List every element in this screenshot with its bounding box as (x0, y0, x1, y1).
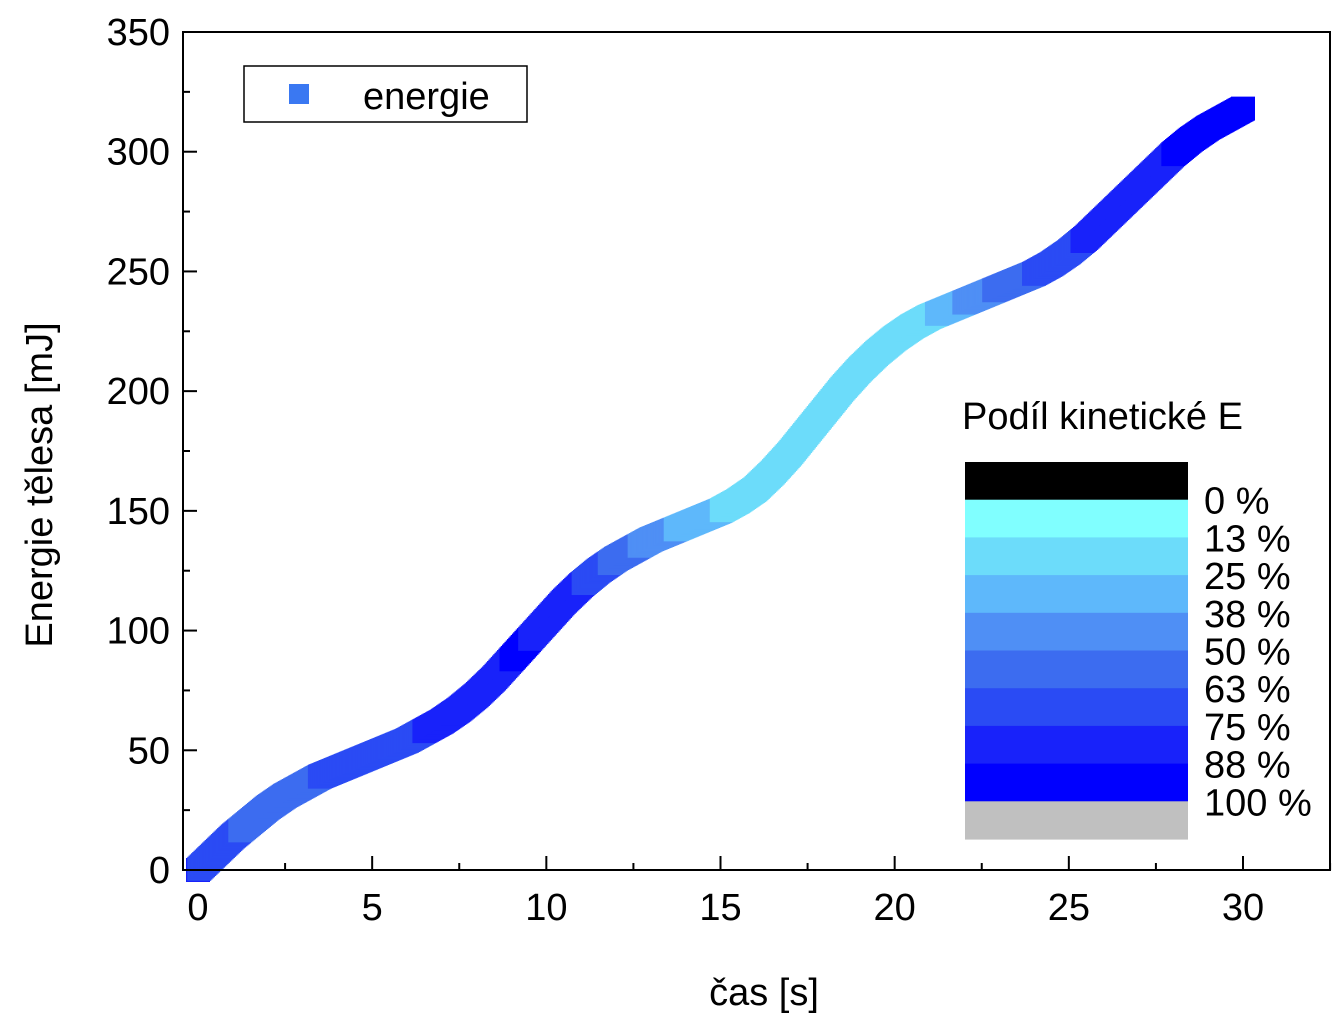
colorbar-title: Podíl kinetické E (962, 396, 1243, 438)
colorbar-label: 13 % (1204, 518, 1291, 560)
y-tick-label: 350 (107, 12, 170, 54)
y-tick-label: 200 (107, 371, 170, 413)
colorbar-swatch (965, 612, 1188, 652)
colorbar-label: 88 % (1204, 745, 1291, 787)
y-tick-label: 300 (107, 132, 170, 174)
colorbar-swatch (965, 801, 1188, 840)
colorbar-swatch (965, 537, 1188, 576)
plot-frame (182, 31, 1331, 871)
colorbar-label: 0 % (1204, 481, 1269, 523)
legend-marker (289, 84, 309, 104)
colorbar: 0 %13 %25 %38 %50 %63 %75 %88 %100 % (965, 462, 1312, 840)
colorbar-swatch (965, 499, 1188, 538)
colorbar-label: 38 % (1204, 594, 1291, 636)
legend: energie (243, 65, 528, 123)
y-tick-label: 250 (107, 251, 170, 293)
legend-label: energie (363, 76, 490, 118)
colorbar-label: 63 % (1204, 669, 1291, 711)
y-tick-label: 0 (149, 850, 170, 892)
data-points (186, 96, 1255, 882)
colorbar-swatch (965, 688, 1188, 727)
data-point (1231, 96, 1255, 121)
colorbar-swatch (965, 725, 1188, 765)
x-axis-label: čas [s] (709, 972, 819, 1014)
colorbar-swatch (965, 650, 1188, 689)
y-tick-label: 50 (128, 730, 170, 772)
colorbar-label: 50 % (1204, 632, 1291, 674)
y-tick-label: 100 (107, 611, 170, 653)
colorbar-label: 100 % (1204, 782, 1312, 824)
colorbar-label: 75 % (1204, 707, 1291, 749)
y-tick-label: 150 (107, 491, 170, 533)
colorbar-swatch (965, 763, 1188, 802)
y-axis-label: Energie tělesa [mJ] (19, 322, 61, 647)
x-tick-label: 15 (699, 887, 741, 929)
colorbar-swatch (965, 575, 1188, 614)
x-tick-label: 5 (362, 887, 383, 929)
x-tick-label: 0 (187, 887, 208, 929)
x-tick-label: 30 (1222, 887, 1264, 929)
x-tick-label: 10 (525, 887, 567, 929)
x-tick-label: 25 (1048, 887, 1090, 929)
colorbar-swatch (965, 462, 1188, 501)
x-tick-label: 20 (874, 887, 916, 929)
colorbar-label: 25 % (1204, 556, 1291, 598)
